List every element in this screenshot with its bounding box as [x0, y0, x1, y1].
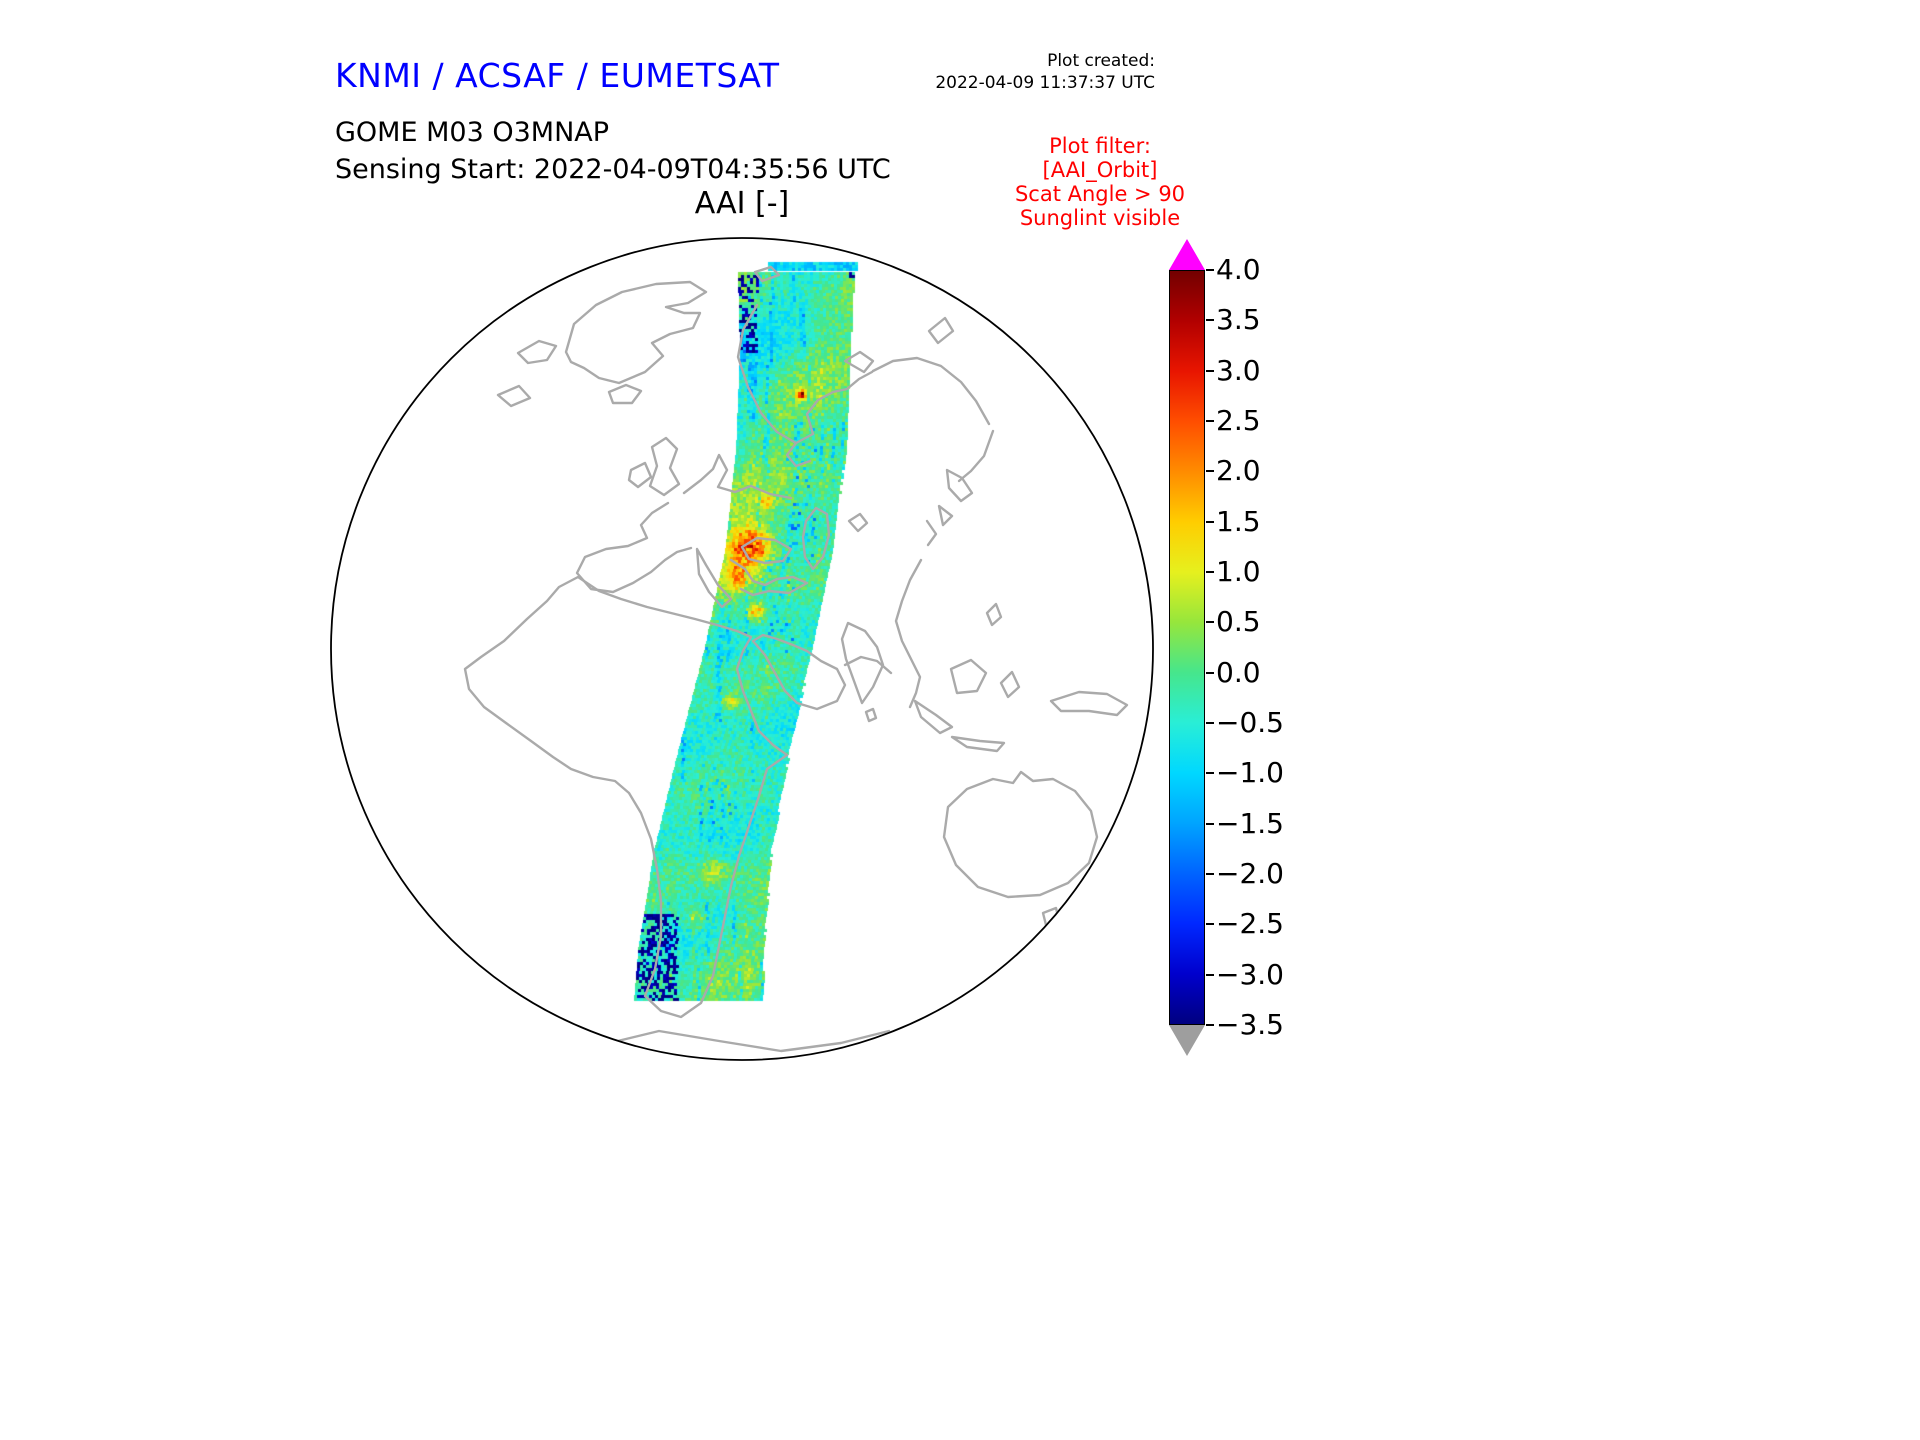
coast-china-seasia — [894, 558, 923, 709]
coast-arabia — [751, 633, 847, 711]
coast-arctic-canada-2 — [496, 384, 532, 408]
coast-black-sea — [740, 536, 793, 565]
product-title: GOME M03 O3MNAP — [335, 117, 610, 148]
coast-italy — [695, 547, 733, 609]
coast-kola — [843, 350, 875, 374]
coast-arctic-canada-1 — [516, 339, 558, 365]
plot-filter-line: Sunglint visible — [1019, 206, 1181, 230]
plot-filter-title: Plot filter: — [1049, 134, 1151, 158]
coast-sumatra — [913, 699, 954, 735]
plot-created-timestamp: 2022-04-09 11:37:37 UTC — [935, 73, 1155, 93]
coast-russian-arctic — [871, 356, 991, 426]
coast-new-guinea — [1049, 690, 1129, 717]
globe-outline — [330, 237, 1154, 1061]
coastlines — [463, 265, 1129, 1053]
coast-africa — [463, 575, 789, 1019]
coast-iceland — [607, 383, 643, 405]
coast-philippines — [985, 602, 1003, 627]
plot-created-label: Plot created: — [1047, 51, 1155, 71]
plot-filter-block: Plot filter: [AAI_Orbit] Scat Angle > 90… — [960, 134, 1240, 230]
coast-sulawesi — [999, 670, 1021, 699]
coast-uk — [648, 436, 681, 497]
coast-antarctica — [595, 1029, 891, 1053]
plot-filter-line: [AAI_Orbit] — [1042, 158, 1158, 182]
coast-sri-lanka — [864, 707, 878, 723]
coast-scandinavia — [736, 303, 874, 445]
coast-france-iberia — [575, 501, 693, 594]
coast-novaya-zemlya — [927, 316, 955, 345]
coast-baltic — [785, 441, 812, 468]
coast-australia — [942, 770, 1099, 899]
coast-india — [840, 621, 885, 705]
coast-caspian — [801, 506, 831, 571]
plot-created-block: Plot created: 2022-04-09 11:37:37 UTC — [830, 50, 1155, 94]
coast-balkans-turkey — [729, 558, 809, 597]
coast-europe-north — [682, 453, 793, 500]
coast-japan-1 — [945, 468, 974, 503]
coast-east-asia — [957, 429, 995, 483]
coast-svalbard — [753, 265, 781, 283]
coast-iran — [843, 655, 893, 675]
coast-korea — [925, 519, 938, 547]
plot-filter-line: Scat Angle > 90 — [1014, 182, 1186, 206]
coast-aral — [847, 512, 869, 533]
coast-greenland — [564, 280, 708, 385]
coast-tasmania — [1041, 906, 1061, 927]
coast-ireland — [627, 461, 653, 489]
coast-java — [950, 735, 1006, 753]
sensing-start-line: Sensing Start: 2022-04-09T04:35:56 UTC — [335, 154, 891, 185]
colorbar-bar — [1169, 270, 1205, 1025]
coast-borneo — [949, 658, 988, 695]
brand-title: KNMI / ACSAF / EUMETSAT — [335, 56, 780, 95]
plot-title: AAI [-] — [694, 186, 790, 221]
coast-japan-2 — [937, 504, 954, 527]
